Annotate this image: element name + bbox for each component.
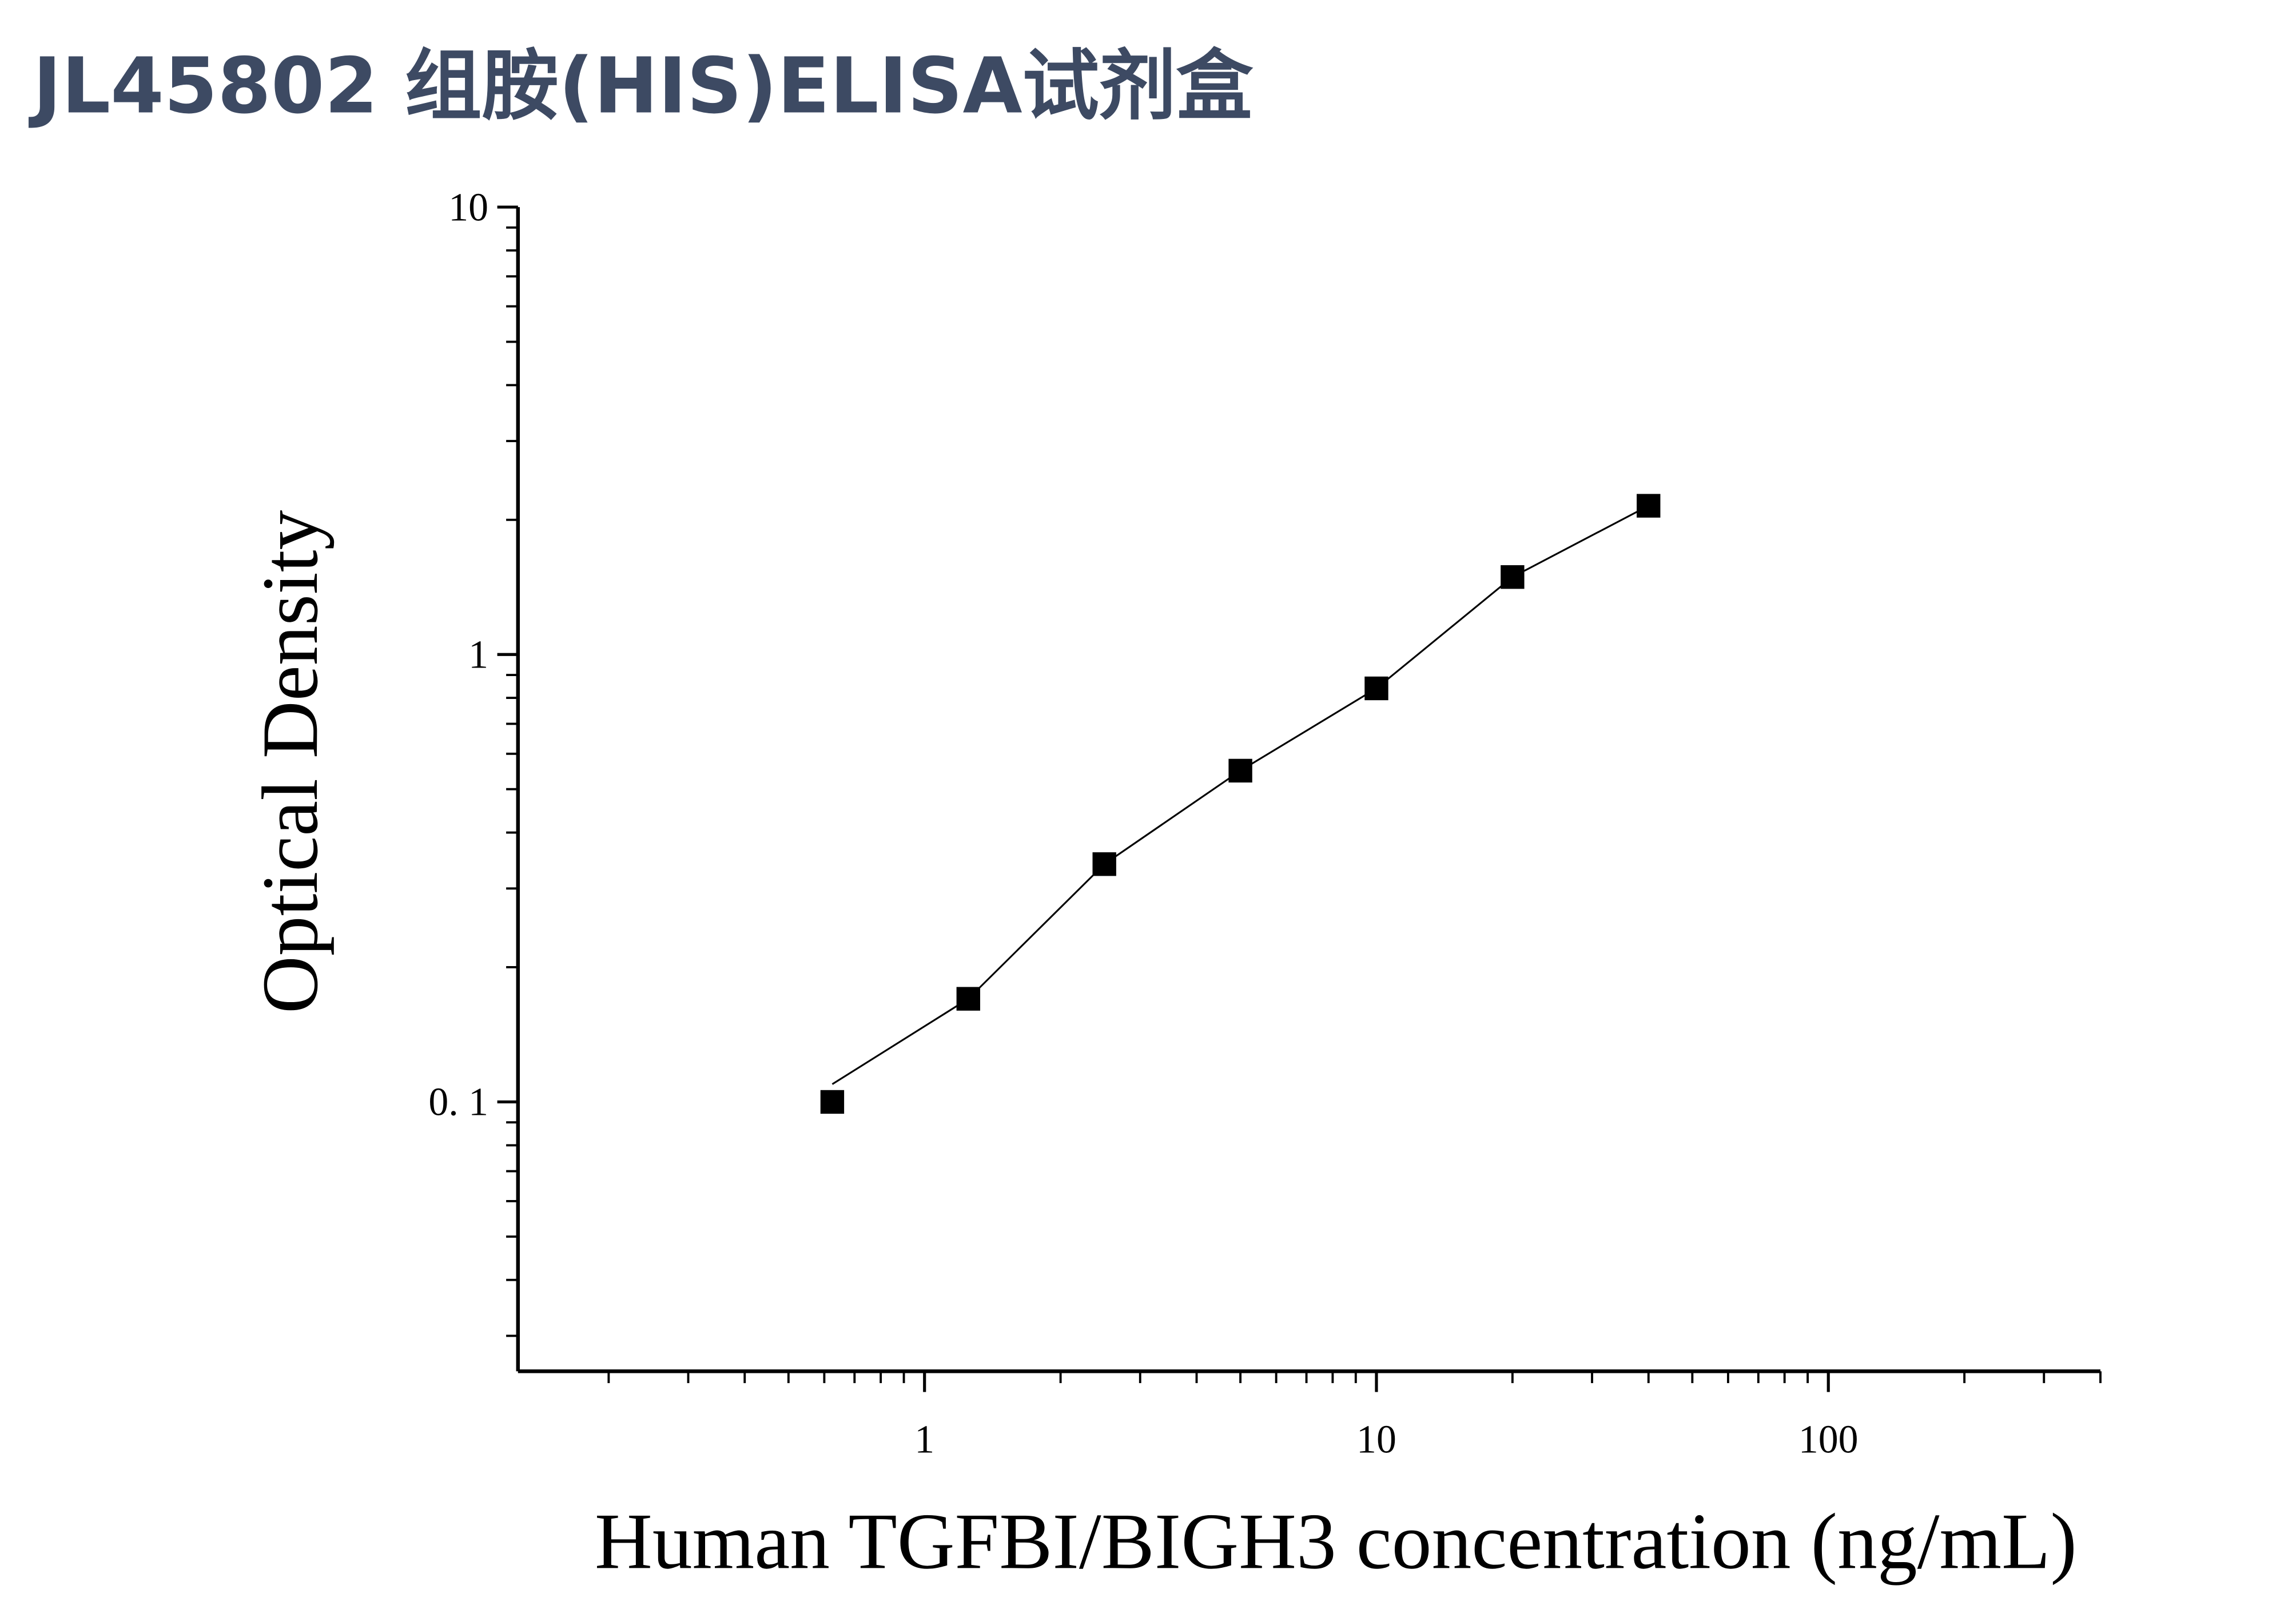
chart-title: JL45802 组胺(HIS)ELISA试剂盒 [29, 41, 1254, 131]
data-point [1501, 565, 1525, 589]
data-point [956, 987, 980, 1011]
x-axis-label: Human TGFBI/BIGH3 concentration (ng/mL) [595, 1497, 2077, 1586]
data-point [820, 1090, 845, 1114]
y-axis-label: Optical Density [246, 510, 335, 1014]
x-tick-label: 100 [1798, 1418, 1859, 1462]
x-tick-label: 1 [914, 1418, 934, 1462]
data-point [1092, 852, 1116, 876]
y-tick-label: 1 [468, 633, 488, 677]
data-point [1364, 676, 1388, 701]
x-tick-label: 10 [1356, 1418, 1396, 1462]
y-tick-label: 10 [448, 185, 488, 229]
y-tick-label: 0. 1 [428, 1080, 488, 1125]
fit-curve [831, 504, 1649, 1085]
data-point [1228, 758, 1252, 783]
data-point [1637, 494, 1661, 518]
